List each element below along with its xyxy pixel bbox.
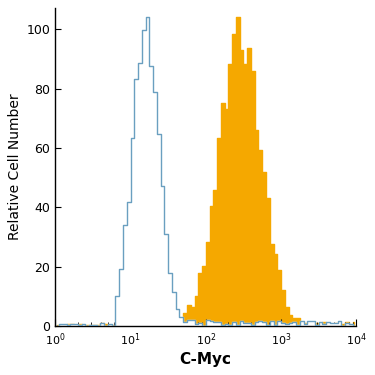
Y-axis label: Relative Cell Number: Relative Cell Number bbox=[8, 94, 22, 240]
X-axis label: C-Myc: C-Myc bbox=[180, 352, 232, 367]
